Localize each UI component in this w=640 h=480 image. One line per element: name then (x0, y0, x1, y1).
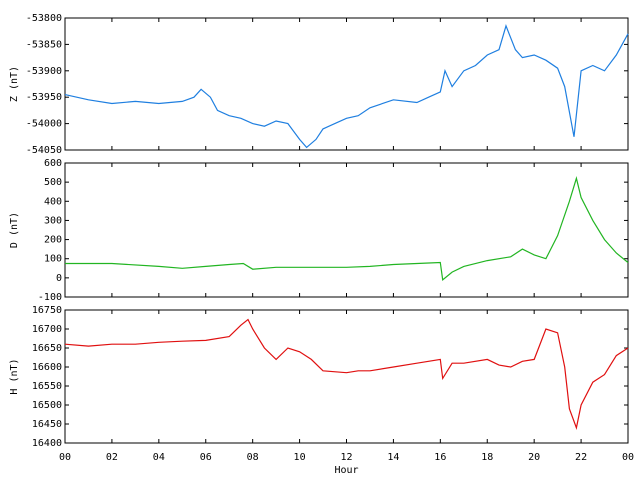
y-tick-label: -100 (38, 292, 62, 303)
x-tick-label: 12 (340, 452, 352, 463)
y-tick-label: 16750 (32, 305, 62, 316)
x-tick-label: 02 (106, 452, 118, 463)
y-tick-label: 16700 (32, 324, 62, 335)
y-tick-label: 16400 (32, 438, 62, 449)
y-tick-label: -54050 (26, 145, 62, 156)
y-tick-label: -53900 (26, 66, 62, 77)
y-axis-label: D (nT) (9, 212, 20, 248)
y-tick-label: -53850 (26, 39, 62, 50)
y-tick-label: 300 (44, 215, 62, 226)
y-tick-label: 500 (44, 177, 62, 188)
y-tick-label: 16450 (32, 419, 62, 430)
x-tick-label: 20 (528, 452, 540, 463)
data-line (64, 24, 629, 149)
y-axis-label: Z (nT) (9, 66, 20, 102)
x-tick-label: 10 (294, 452, 306, 463)
x-tick-label: 00 (622, 452, 634, 463)
x-tick-label: 18 (481, 452, 493, 463)
y-tick-label: -54000 (26, 119, 62, 130)
data-line (64, 318, 629, 430)
data-line (65, 176, 629, 281)
y-tick-label: 0 (56, 273, 62, 284)
y-tick-label: -53800 (26, 13, 62, 24)
x-axis-label: Hour (334, 465, 358, 476)
x-tick-label: 08 (247, 452, 259, 463)
y-tick-label: 16550 (32, 381, 62, 392)
x-tick-label: 16 (434, 452, 446, 463)
x-tick-label: 04 (153, 452, 165, 463)
plot-frame (64, 162, 629, 298)
x-tick-label: 00 (59, 452, 71, 463)
x-tick-label: 06 (200, 452, 212, 463)
y-tick-label: 100 (44, 254, 62, 265)
y-tick-label: 16600 (32, 362, 62, 373)
y-tick-label: 400 (44, 196, 62, 207)
x-tick-label: 22 (575, 452, 587, 463)
plot-frame (64, 17, 629, 151)
y-tick-label: 200 (44, 235, 62, 246)
y-tick-label: -53950 (26, 92, 62, 103)
y-tick-label: 600 (44, 158, 62, 169)
y-tick-label: 16650 (32, 343, 62, 354)
plot-frame (64, 309, 629, 444)
y-tick-label: 16500 (32, 400, 62, 411)
x-tick-label: 14 (387, 452, 399, 463)
y-axis-label: H (nT) (9, 358, 20, 394)
